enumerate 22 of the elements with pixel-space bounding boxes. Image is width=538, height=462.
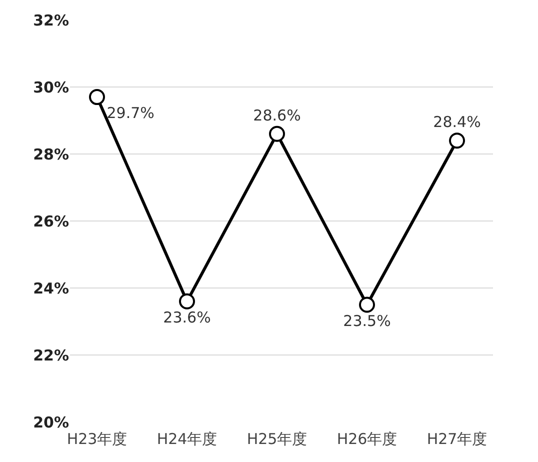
data-label: 29.7% <box>106 104 154 122</box>
data-label: 23.6% <box>163 308 211 326</box>
y-tick-label: 30% <box>33 78 69 96</box>
point <box>269 126 285 142</box>
y-tick-label: 32% <box>33 11 69 30</box>
point <box>449 132 465 149</box>
x-tick-label: H23年度 <box>66 430 128 448</box>
data-label: 23.5% <box>343 312 391 330</box>
x-tick-label: H26年度 <box>336 430 398 448</box>
point <box>89 89 105 106</box>
y-tick-label: 28% <box>33 145 69 164</box>
point <box>179 293 195 310</box>
point <box>359 296 375 313</box>
y-tick-label: 24% <box>33 279 69 298</box>
x-tick-label: H27年度 <box>426 430 488 448</box>
y-tick-label: 20% <box>33 413 69 432</box>
y-tick-label: 26% <box>33 212 69 230</box>
data-label: 28.4% <box>433 113 481 132</box>
y-tick-label: 22% <box>33 346 69 364</box>
data-label: 28.6% <box>253 106 301 124</box>
x-tick-label: H25年度 <box>246 430 308 448</box>
x-tick-label: H24年度 <box>156 430 218 448</box>
